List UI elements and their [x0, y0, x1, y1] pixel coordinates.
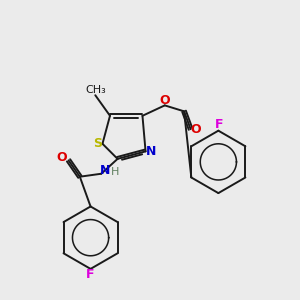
- Text: CH₃: CH₃: [85, 85, 106, 95]
- Text: N: N: [146, 145, 156, 158]
- Text: F: F: [86, 268, 95, 281]
- Text: O: O: [57, 151, 67, 164]
- Text: F: F: [215, 118, 224, 131]
- Text: N: N: [100, 164, 110, 177]
- Text: H: H: [110, 167, 119, 177]
- Text: O: O: [159, 94, 170, 107]
- Text: S: S: [93, 137, 102, 150]
- Text: O: O: [190, 123, 201, 136]
